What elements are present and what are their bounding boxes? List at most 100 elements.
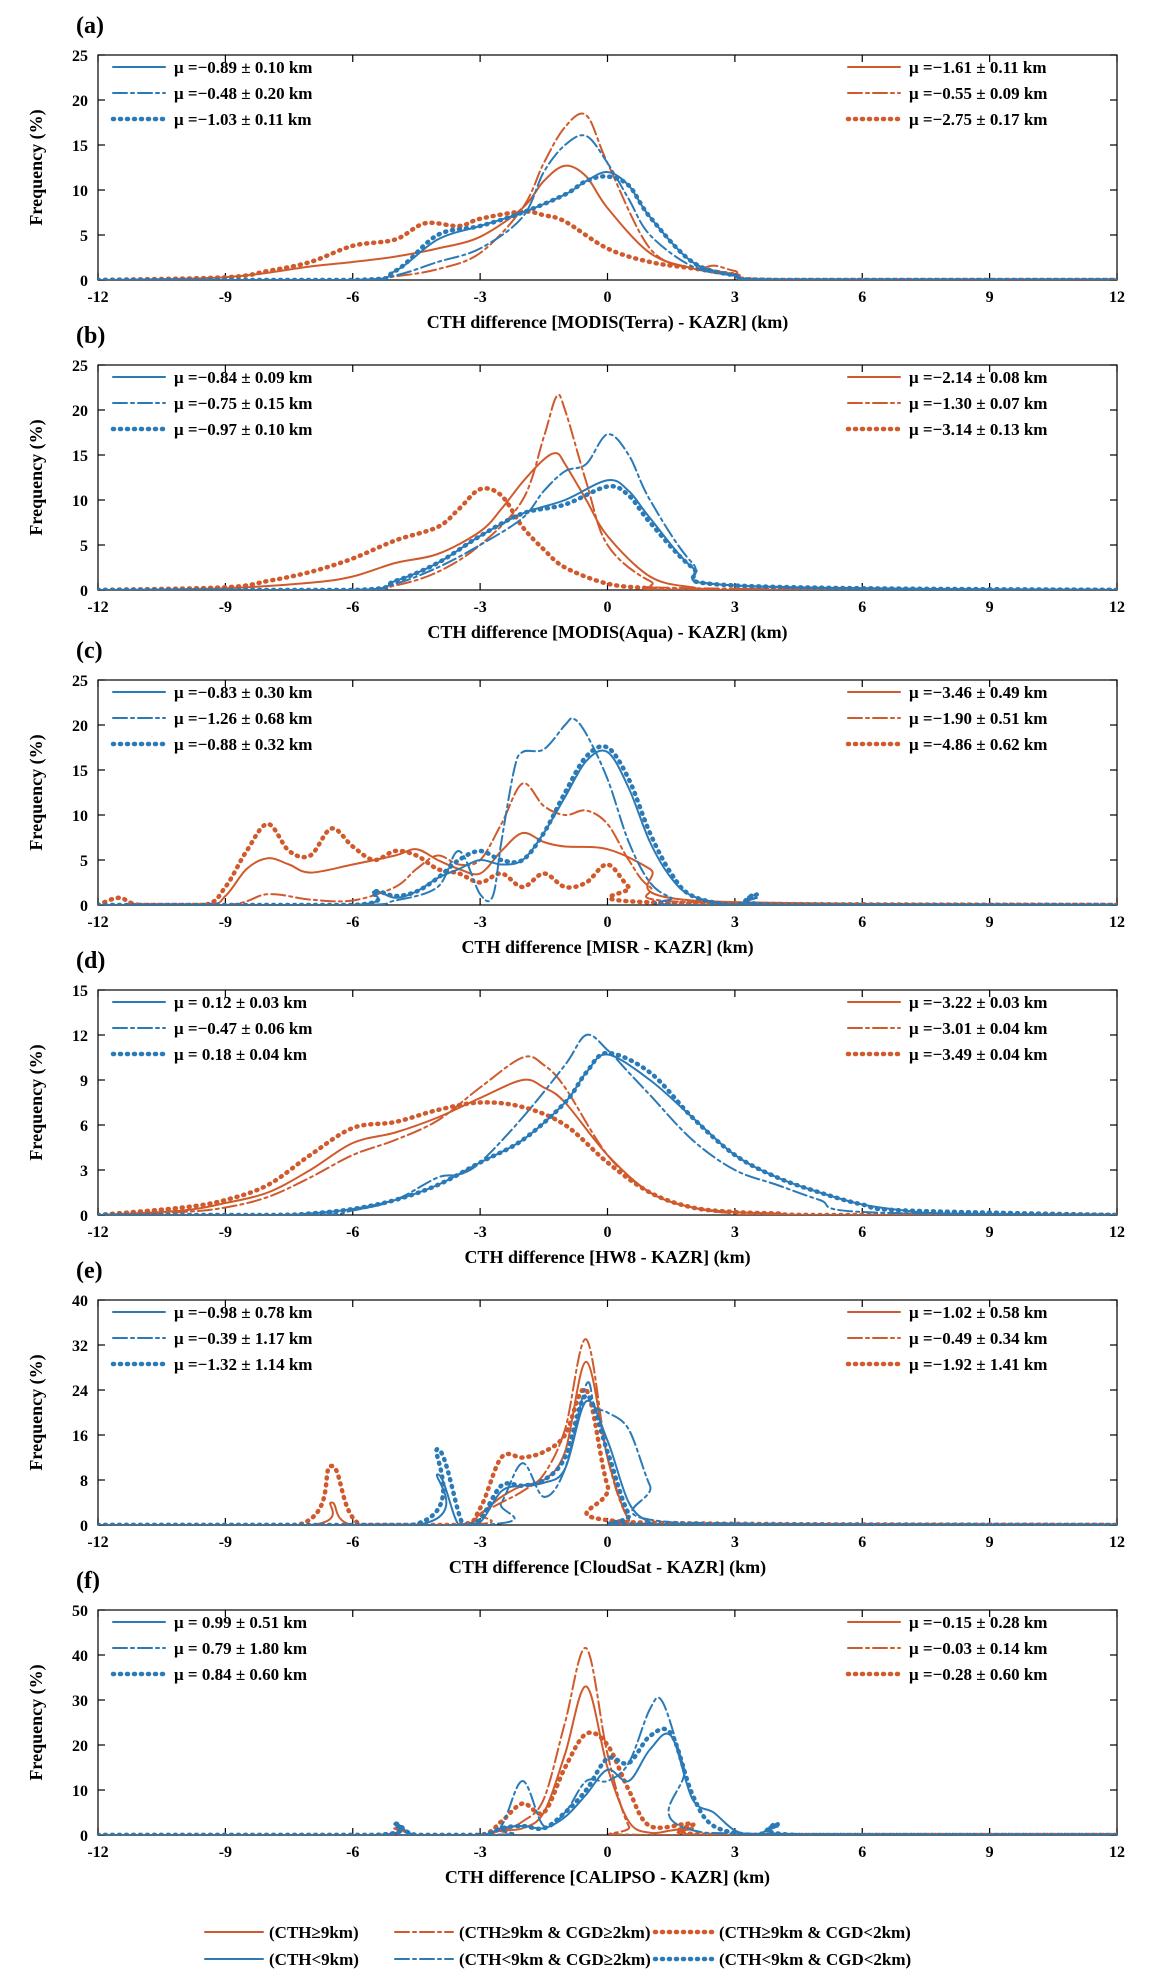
panel-b: (b) -12 -9 -6 -3 0 3 6 9 12 0 5 10 15 20 25 CTH differen… <box>26 323 1125 643</box>
mean-annotation: μ =−0.89 ± 0.10 km <box>174 58 312 77</box>
mean-annotation: μ =−0.75 ± 0.15 km <box>174 394 312 413</box>
y-tick-label: 12 <box>72 1028 88 1045</box>
panel-a: (a) -12 -9 -6 -3 0 3 6 9 12 0 5 10 15 20 25 CTH differen… <box>26 13 1125 333</box>
y-tick-label: 0 <box>80 583 88 600</box>
panel-letter: (c) <box>76 638 103 664</box>
mean-annotation: μ =−0.39 ± 1.17 km <box>174 1329 312 1348</box>
y-tick-label: 40 <box>72 1293 88 1310</box>
y-tick-label: 50 <box>72 1603 88 1620</box>
y-tick-label: 10 <box>72 1783 88 1800</box>
series-line-cthlt9km <box>98 1399 1117 1525</box>
x-tick-label: 6 <box>858 289 866 306</box>
series-group <box>98 717 1117 905</box>
y-tick-label: 16 <box>72 1428 88 1445</box>
mean-annotation: μ =−2.75 ± 0.17 km <box>909 110 1047 129</box>
x-tick-label: 9 <box>986 1224 994 1241</box>
y-tick-label: 15 <box>72 763 88 780</box>
mean-annotation: μ =−0.97 ± 0.10 km <box>174 420 312 439</box>
y-tick-label: 25 <box>72 673 88 690</box>
x-tick-label: 6 <box>858 1534 866 1551</box>
legend-label: (CTH<9km & CGD<2km) <box>719 1950 911 1969</box>
series-line-cthlt9km <box>98 749 1117 905</box>
y-tick-label: 15 <box>72 448 88 465</box>
x-axis-label: CTH difference [MODIS(Aqua) - KAZR] (km) <box>427 622 787 643</box>
x-tick-label: 12 <box>1109 1534 1125 1551</box>
legend-label: (CTH≥9km & CGD≥2km) <box>459 1923 651 1942</box>
y-tick-label: 5 <box>80 853 88 870</box>
y-axis-label: Frequency (%) <box>26 1354 47 1470</box>
y-tick-label: 40 <box>72 1648 88 1665</box>
mean-annotation: μ =−1.90 ± 0.51 km <box>909 709 1047 728</box>
x-tick-label: -12 <box>87 289 108 306</box>
mean-annotation: μ =−0.88 ± 0.32 km <box>174 735 312 754</box>
mean-annotation: μ =−1.26 ± 0.68 km <box>174 709 312 728</box>
y-tick-label: 25 <box>72 358 88 375</box>
mean-annotation: μ =−0.28 ± 0.60 km <box>909 1665 1047 1684</box>
x-tick-label: 12 <box>1109 914 1125 931</box>
panel-letter: (d) <box>76 948 105 974</box>
y-tick-label: 0 <box>80 898 88 915</box>
x-axis-label: CTH difference [MODIS(Terra) - KAZR] (km… <box>427 312 788 333</box>
mean-annotation: μ =−1.61 ± 0.11 km <box>909 58 1047 77</box>
x-tick-label: -6 <box>346 1844 359 1861</box>
legend-label: (CTH≥9km & CGD<2km) <box>719 1923 911 1942</box>
series-line-cthlt9km <box>98 170 1117 280</box>
y-tick-label: 5 <box>80 228 88 245</box>
series-line-cthlt9km-and-cgdge2km <box>98 433 1117 590</box>
x-tick-label: -9 <box>219 599 232 616</box>
x-tick-label: -9 <box>219 289 232 306</box>
x-tick-label: 9 <box>986 1844 994 1861</box>
x-tick-label: -3 <box>473 1224 486 1241</box>
mean-annotation: μ = 0.12 ± 0.03 km <box>174 993 307 1012</box>
y-tick-label: 20 <box>72 718 88 735</box>
mean-annotation: μ = 0.84 ± 0.60 km <box>174 1665 307 1684</box>
x-tick-label: 3 <box>731 289 739 306</box>
y-tick-label: 0 <box>80 1828 88 1845</box>
y-tick-label: 20 <box>72 403 88 420</box>
series-group <box>98 1338 1117 1525</box>
series-group <box>98 112 1117 280</box>
x-tick-label: 12 <box>1109 1224 1125 1241</box>
legend-label: (CTH≥9km) <box>269 1923 359 1942</box>
y-tick-label: 20 <box>72 93 88 110</box>
panel-e: (e) -12 -9 -6 -3 0 3 6 9 12 0 8 16 24 32 40 CTH differen… <box>26 1258 1125 1578</box>
mean-annotation: μ =−4.86 ± 0.62 km <box>909 735 1047 754</box>
mean-annotation: μ =−0.03 ± 0.14 km <box>909 1639 1047 1658</box>
x-tick-label: -9 <box>219 1844 232 1861</box>
panel-letter: (b) <box>76 323 105 349</box>
mean-annotation: μ =−0.47 ± 0.06 km <box>174 1019 312 1038</box>
mean-annotation: μ =−0.83 ± 0.30 km <box>174 683 312 702</box>
series-group <box>98 393 1117 590</box>
y-axis-label: Frequency (%) <box>26 1664 47 1780</box>
y-tick-label: 0 <box>80 1518 88 1535</box>
y-tick-label: 24 <box>72 1383 88 1400</box>
x-tick-label: -3 <box>473 1534 486 1551</box>
mean-annotation: μ =−3.14 ± 0.13 km <box>909 420 1047 439</box>
series-line-cthge9km-and-cgdlt2km <box>98 486 1117 590</box>
x-tick-label: -12 <box>87 1224 108 1241</box>
x-tick-label: -9 <box>219 1224 232 1241</box>
mean-annotation: μ =−1.03 ± 0.11 km <box>174 110 312 129</box>
series-line-cthge9km <box>98 452 1117 590</box>
x-axis-label: CTH difference [HW8 - KAZR] (km) <box>464 1247 750 1268</box>
panel-letter: (e) <box>76 1258 103 1284</box>
x-tick-label: 6 <box>858 1844 866 1861</box>
mean-annotation: μ =−0.49 ± 0.34 km <box>909 1329 1047 1348</box>
mean-annotation: μ =−3.49 ± 0.04 km <box>909 1045 1047 1064</box>
x-tick-label: 3 <box>731 914 739 931</box>
y-tick-label: 32 <box>72 1338 88 1355</box>
x-tick-label: -12 <box>87 1844 108 1861</box>
x-tick-label: 0 <box>604 1224 612 1241</box>
series-line-cthge9km <box>98 164 1117 280</box>
x-tick-label: 3 <box>731 1534 739 1551</box>
x-tick-label: -3 <box>473 914 486 931</box>
x-tick-label: -9 <box>219 1534 232 1551</box>
mean-annotation: μ =−0.15 ± 0.28 km <box>909 1613 1047 1632</box>
series-line-cthge9km-and-cgdge2km <box>98 112 1117 280</box>
x-tick-label: 9 <box>986 914 994 931</box>
mean-annotation: μ = 0.99 ± 0.51 km <box>174 1613 307 1632</box>
panel-f: (f) -12 -9 -6 -3 0 3 6 9 12 0 10 20 30 40 50 CTH differe… <box>26 1568 1125 1888</box>
x-tick-label: -3 <box>473 599 486 616</box>
mean-annotation: μ =−0.48 ± 0.20 km <box>174 84 312 103</box>
x-tick-label: 12 <box>1109 289 1125 306</box>
